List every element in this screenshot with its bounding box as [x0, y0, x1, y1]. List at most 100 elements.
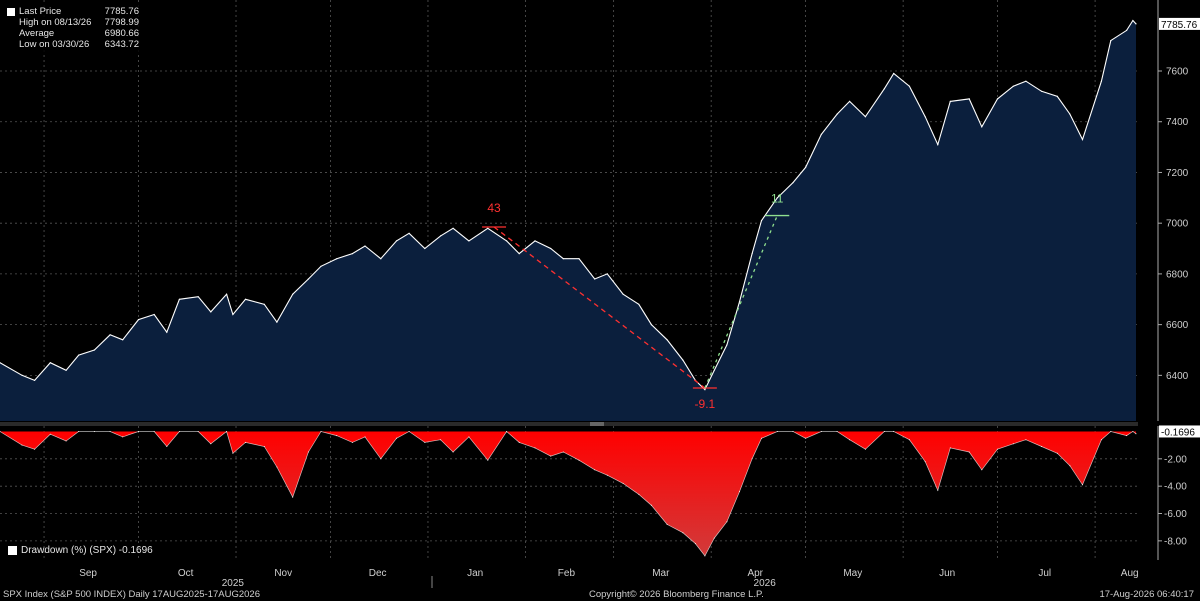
drawdown-point	[307, 451, 309, 453]
drawdown-point	[424, 441, 426, 443]
drawdown-point	[751, 458, 753, 460]
price-point	[666, 339, 668, 341]
drawdown-point	[1041, 446, 1043, 447]
price-point	[760, 220, 763, 222]
drawdown-point	[138, 431, 139, 432]
drawdown-point	[408, 431, 410, 432]
drawdown-point	[776, 431, 778, 432]
price-legend: Last Price 7785.76 High on 08/13/26 7798…	[4, 4, 142, 52]
price-point	[65, 369, 67, 371]
drawdown-point	[550, 455, 552, 457]
drawdown-point	[0, 431, 1, 432]
drawdown-point	[713, 537, 715, 539]
y-tick-label: 6400	[1166, 371, 1189, 382]
drawdown-point	[893, 431, 895, 432]
price-point	[153, 313, 155, 316]
legend-row-last-price: Last Price 7785.76	[7, 6, 139, 17]
price-point	[949, 100, 951, 102]
x-tick-label: Dec	[369, 568, 387, 579]
drawdown-point	[1056, 452, 1058, 454]
price-point	[93, 349, 95, 351]
price-point	[452, 227, 454, 229]
drawdown-point	[487, 459, 489, 461]
x-tick-label: Aug	[1121, 568, 1139, 579]
drawdown-point	[739, 491, 740, 493]
price-point	[534, 240, 536, 242]
drawdown-point	[820, 431, 822, 432]
price-point	[713, 369, 715, 371]
price-point	[487, 227, 489, 229]
drawdown-point	[638, 493, 640, 495]
legend-row-low: Low on 03/30/26 6343.72	[7, 39, 139, 50]
y-tick-label: -8.00	[1164, 536, 1187, 547]
drawdown-point	[166, 446, 168, 447]
legend-value: 7785.76	[104, 6, 139, 17]
price-point	[336, 258, 338, 260]
price-point	[562, 258, 564, 260]
drawdown-point	[1132, 431, 1134, 432]
price-point	[1110, 40, 1112, 42]
drawdown-point	[197, 431, 199, 432]
drawdown-point	[792, 431, 794, 432]
price-point	[738, 301, 741, 303]
price-point	[883, 88, 885, 90]
drawdown-point	[506, 431, 508, 432]
drawdown-point	[1012, 443, 1014, 445]
price-point	[1069, 113, 1071, 115]
price-point	[776, 197, 778, 199]
x-tick-label: Jul	[1038, 568, 1051, 579]
drawdown-point	[937, 489, 939, 491]
y-tick-label: 7600	[1166, 67, 1189, 78]
price-point	[1132, 19, 1134, 22]
drawdown-point	[997, 448, 998, 450]
price-point	[792, 182, 794, 184]
y-tick-label: 6600	[1166, 320, 1189, 331]
price-point	[638, 303, 640, 305]
x-tick-label: May	[843, 568, 862, 579]
price-point	[292, 293, 294, 295]
drawdown-point	[1126, 435, 1128, 437]
price-point	[594, 278, 596, 280]
footer-timestamp: 17-Aug-2026 06:40:17	[1099, 589, 1194, 600]
price-point	[263, 303, 265, 305]
drawdown-point	[1135, 433, 1137, 435]
drawdown-point	[440, 439, 442, 441]
drawdown-point	[968, 451, 970, 453]
price-point	[518, 253, 520, 255]
drawdown-point	[694, 543, 696, 545]
last-price-tag	[1159, 17, 1200, 30]
price-point	[78, 354, 80, 356]
price-point	[893, 72, 895, 75]
price-point	[805, 166, 807, 168]
drawdown-point	[292, 496, 294, 498]
drawdown-point	[666, 523, 668, 525]
x-tick-label: Sep	[79, 568, 97, 579]
price-point	[937, 144, 939, 146]
drawdown-point	[109, 431, 111, 432]
price-point	[981, 126, 983, 128]
last-price-label: 7785.76	[1161, 20, 1198, 31]
price-point	[364, 245, 366, 247]
x-tick-label: Jun	[939, 568, 955, 579]
drawdown-point	[34, 448, 36, 450]
drawdown-point	[1025, 439, 1027, 441]
price-point	[1041, 90, 1043, 92]
price-point	[380, 258, 382, 260]
price-point	[178, 298, 180, 300]
legend-row-average: Average 6980.66	[7, 28, 139, 39]
drawdown-point	[232, 452, 234, 454]
x-tick-label: Jan	[467, 568, 483, 579]
drawdown-point	[351, 441, 353, 443]
price-point	[1081, 138, 1084, 141]
price-point	[232, 313, 234, 316]
price-point	[468, 240, 470, 242]
drawdown-point	[908, 439, 910, 441]
footer-copyright: Copyright© 2026 Bloomberg Finance L.P.	[589, 589, 764, 600]
drawdown-point	[849, 439, 851, 441]
legend-value: 7798.99	[104, 17, 139, 28]
price-point	[682, 359, 684, 361]
price-point	[440, 235, 442, 237]
drawdown-point	[622, 482, 624, 484]
legend-label: Low on 03/30/26	[19, 39, 90, 50]
